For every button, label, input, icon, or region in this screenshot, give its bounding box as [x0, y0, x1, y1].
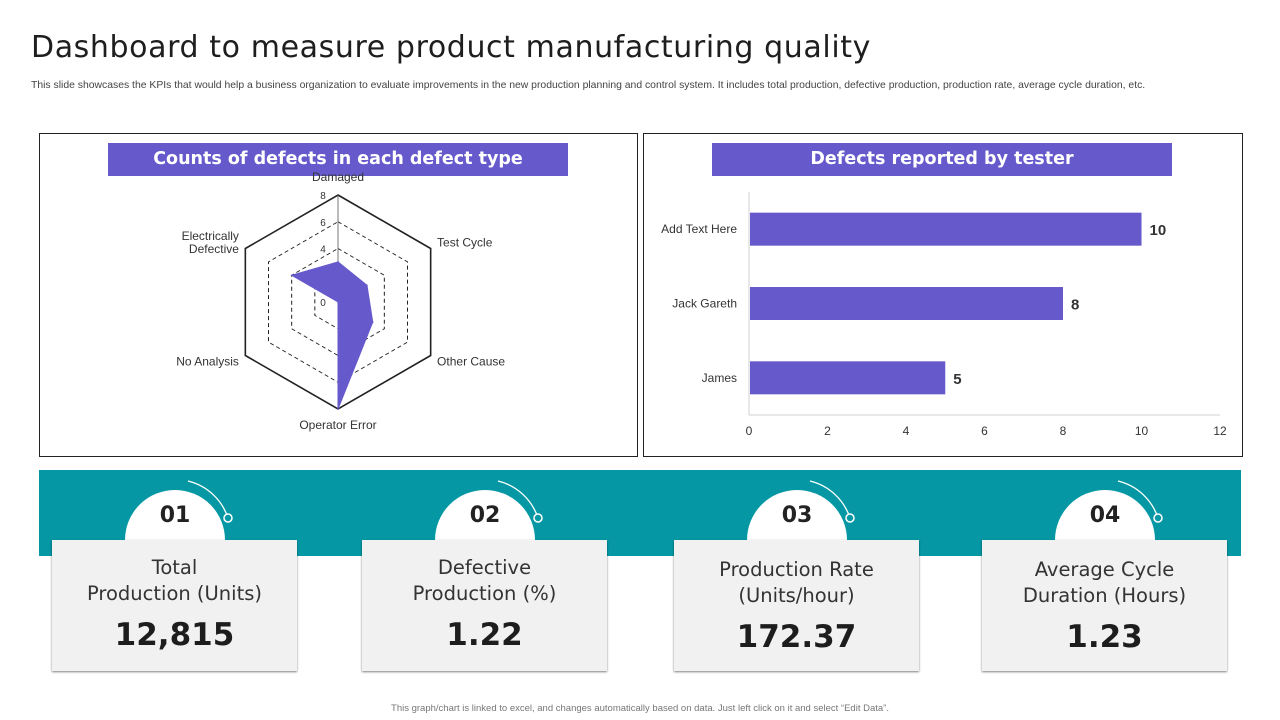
bar-chart-title: Defects reported by tester [712, 143, 1172, 176]
radar-category-line: Damaged [312, 170, 364, 184]
kpi-value: 1.22 [446, 617, 523, 653]
kpi-label: Total Production (Units) [86, 556, 262, 605]
radar-category-line: Other Cause [437, 355, 505, 369]
bar-x-tick-label: 4 [903, 424, 910, 438]
radar-point [337, 301, 339, 303]
kpi-number: 02 [469, 503, 501, 528]
radar-category-label: Test Cycle [437, 236, 493, 250]
radar-category-line: Defective [189, 242, 239, 256]
radar-category-line: Test Cycle [437, 236, 493, 250]
bar [750, 287, 1063, 320]
radar-tick-label: 6 [320, 218, 326, 229]
radar-point [371, 321, 374, 323]
kpi-value: 12,815 [114, 617, 235, 653]
bar-x-tick-label: 6 [981, 424, 988, 438]
bar [750, 212, 1142, 246]
kpi-card-production-rate: Production Rate (Units/hour) 172.37 [674, 540, 919, 671]
bar-category-label: Add Text Here [661, 222, 737, 236]
footnote: This graph/chart is linked to excel, and… [391, 703, 889, 714]
bar-data-label: 10 [1150, 222, 1167, 239]
kpi-number: 04 [1089, 503, 1121, 528]
bar-x-tick-label: 2 [824, 424, 831, 438]
kpi-number: 03 [781, 503, 813, 528]
kpi-value: 172.37 [736, 619, 857, 655]
bar-x-tick-label: 8 [1060, 424, 1067, 438]
bar-category-label: James [702, 371, 737, 385]
radar-tick-label: 8 [320, 191, 326, 202]
radar-category-line: Electrically [182, 229, 239, 243]
bar-x-tick-label: 0 [746, 424, 753, 438]
radar-category-line: No Analysis [176, 355, 239, 369]
kpi-badge-4: 04 [1055, 480, 1163, 540]
bar-x-tick-label: 12 [1213, 424, 1227, 438]
page-title: Dashboard to measure product manufacturi… [31, 30, 871, 65]
radar-point [366, 284, 368, 287]
radar-tick-label: 0 [320, 298, 326, 309]
bar-category-label: Jack Gareth [672, 297, 737, 311]
radar-point [337, 408, 339, 410]
radar-chart-panel: Counts of defects in each defect type 02… [39, 133, 638, 457]
bar-chart: 0 2 4 6 8 10 12 Add Text Here 10 Jack Gareth 8 Jame… [661, 192, 1227, 438]
kpi-card-average-cycle-duration: Average Cycle Duration (Hours) 1.23 [982, 540, 1227, 671]
kpi-badge-3: 03 [747, 480, 855, 540]
page-subtitle: This slide showcases the KPIs that would… [31, 80, 1146, 91]
radar-category-label: No Analysis [176, 355, 239, 369]
kpi-label: Defective Production (%) [412, 556, 557, 605]
radar-category-label: Damaged [312, 170, 364, 184]
kpi-card-defective-production: Defective Production (%) 1.22 [362, 540, 607, 671]
bar-chart-panel: Defects reported by tester 0 2 4 6 8 10 12 Add … [643, 133, 1243, 457]
radar-category-label: Electrically Defective [182, 229, 240, 256]
kpi-label: Average Cycle Duration (Hours) [1022, 558, 1187, 607]
radar-series-area [290, 261, 374, 410]
radar-point [290, 274, 293, 277]
bar-data-label: 5 [953, 371, 961, 388]
radar-category-line: Operator Error [299, 418, 376, 432]
kpi-badge-1: 01 [125, 480, 233, 540]
kpi-card-total-production: Total Production (Units) 12,815 [52, 540, 297, 671]
radar-category-label: Operator Error [299, 418, 376, 432]
bar-x-tick-label: 10 [1135, 424, 1149, 438]
bar-data-label: 8 [1071, 297, 1079, 314]
radar-point [337, 261, 339, 263]
kpi-badge-2: 02 [435, 480, 543, 540]
radar-tick-label: 4 [320, 245, 326, 256]
bar [750, 361, 946, 395]
kpi-number: 01 [159, 503, 191, 528]
kpi-value: 1.23 [1066, 619, 1143, 655]
kpi-label: Production Rate (Units/hour) [719, 558, 874, 607]
radar-category-label: Other Cause [437, 355, 505, 369]
radar-chart-title: Counts of defects in each defect type [108, 143, 568, 176]
